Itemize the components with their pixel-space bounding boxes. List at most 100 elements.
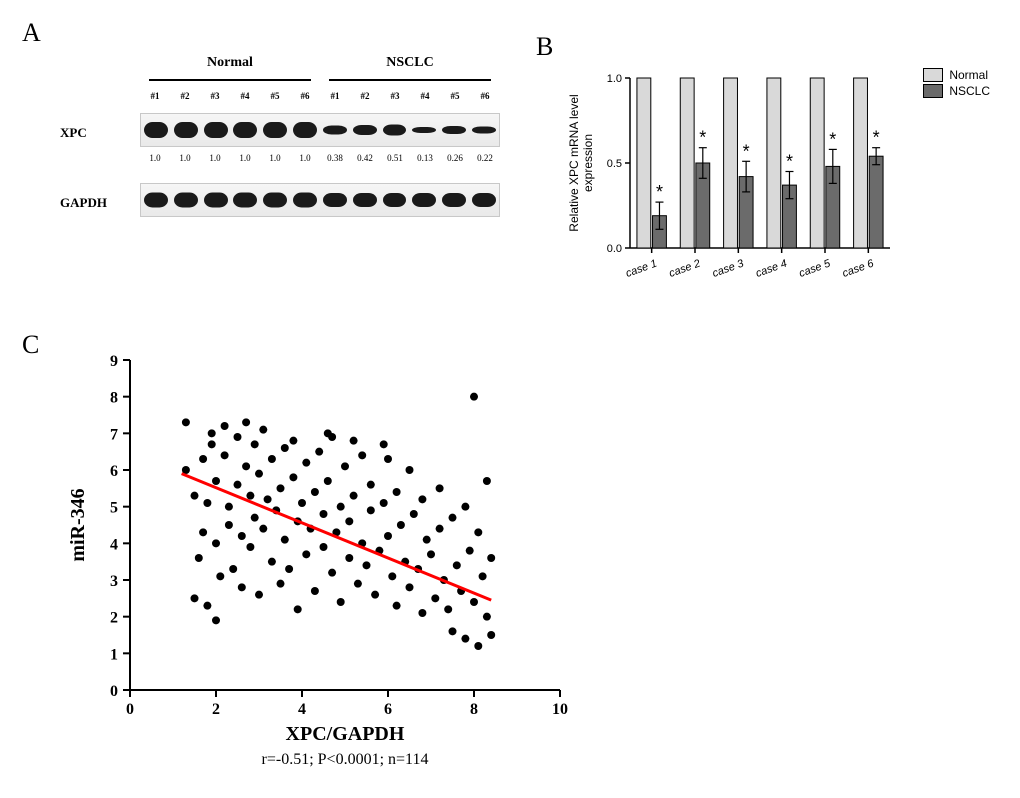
wb-lane-labels: #1#2#3#4#5#6#1#2#3#4#5#6	[140, 91, 500, 107]
svg-text:*: *	[786, 152, 793, 172]
svg-text:Relative XPC mRNA level: Relative XPC mRNA level	[567, 94, 581, 231]
svg-text:*: *	[873, 128, 880, 148]
wb-lane-label: #5	[440, 91, 470, 107]
wb-band	[144, 193, 168, 208]
svg-text:3: 3	[110, 573, 118, 590]
wb-group-normal: Normal	[140, 55, 320, 77]
wb-row-label-xpc: XPC	[60, 125, 130, 141]
svg-text:2: 2	[110, 610, 118, 627]
wb-xpc-value: 1.0	[290, 153, 320, 167]
wb-band	[412, 127, 436, 133]
legend-label-nsclc: NSCLC	[949, 84, 990, 98]
wb-xpc-value: 0.38	[320, 153, 350, 167]
legend-swatch-normal	[923, 68, 943, 82]
wb-xpc-value: 0.13	[410, 153, 440, 167]
wb-lane-label: #6	[290, 91, 320, 107]
wb-lane	[409, 114, 439, 146]
wb-lane	[320, 184, 350, 216]
wb-band	[263, 122, 287, 138]
panel-label-c: C	[22, 330, 39, 360]
svg-text:case 5: case 5	[797, 257, 832, 280]
wb-lane	[469, 114, 499, 146]
svg-text:5: 5	[110, 500, 118, 517]
wb-xpc-value: 0.26	[440, 153, 470, 167]
wb-lane	[260, 114, 290, 146]
svg-text:8: 8	[470, 701, 478, 718]
wb-band	[323, 126, 347, 135]
wb-group-rule	[149, 79, 311, 81]
figure-root: A B C Normal NSCLC #1#2#3#4#5#6#1#2#3#4#…	[0, 0, 1020, 798]
legend-item-nsclc: NSCLC	[923, 84, 990, 98]
legend-swatch-nsclc	[923, 84, 943, 98]
wb-lane	[439, 184, 469, 216]
wb-lane-label: #2	[350, 91, 380, 107]
bar-chart-legend: Normal NSCLC	[923, 68, 990, 100]
svg-text:XPC/GAPDH: XPC/GAPDH	[286, 723, 405, 745]
wb-lane	[350, 184, 380, 216]
wb-band	[233, 193, 257, 208]
wb-band	[383, 193, 407, 207]
wb-band	[383, 125, 407, 136]
panel-label-b: B	[536, 32, 553, 62]
svg-text:0: 0	[110, 683, 118, 700]
wb-xpc-value: 0.22	[470, 153, 500, 167]
wb-lane	[380, 184, 410, 216]
panel-label-a: A	[22, 18, 41, 48]
svg-text:1: 1	[110, 646, 118, 663]
wb-band	[472, 193, 496, 207]
wb-xpc-value: 0.42	[350, 153, 380, 167]
wb-group-labels: Normal NSCLC	[140, 55, 500, 77]
wb-lane	[230, 184, 260, 216]
wb-lane-label: #1	[140, 91, 170, 107]
wb-lane	[171, 114, 201, 146]
wb-band	[353, 125, 377, 135]
wb-lane	[380, 114, 410, 146]
panel-a-western-blot: Normal NSCLC #1#2#3#4#5#6#1#2#3#4#5#6 XP…	[60, 55, 510, 285]
panel-b-bar-chart: 0.00.51.0Relative XPC mRNA levelexpressi…	[560, 68, 1000, 288]
wb-lane	[141, 114, 171, 146]
wb-group-nsclc: NSCLC	[320, 55, 500, 77]
svg-text:9: 9	[110, 353, 118, 370]
wb-xpc-value: 1.0	[230, 153, 260, 167]
svg-text:case 3: case 3	[711, 257, 746, 280]
svg-text:case 4: case 4	[754, 258, 789, 280]
wb-row-label-gapdh: GAPDH	[60, 195, 130, 211]
svg-text:4: 4	[298, 701, 306, 718]
wb-lane-label: #3	[380, 91, 410, 107]
wb-band	[293, 122, 317, 138]
svg-text:6: 6	[384, 701, 392, 718]
wb-band	[442, 126, 466, 134]
wb-band	[233, 122, 257, 138]
wb-band	[472, 127, 496, 134]
wb-lane-label: #3	[200, 91, 230, 107]
svg-text:case 1: case 1	[624, 258, 659, 280]
svg-text:4: 4	[110, 536, 118, 553]
wb-lane	[320, 114, 350, 146]
wb-band	[174, 193, 198, 208]
wb-xpc-value: 1.0	[200, 153, 230, 167]
wb-band	[353, 193, 377, 207]
scatter-svg: 02468100123456789XPC/GAPDHmiR-346r=-0.51…	[60, 350, 580, 770]
svg-text:*: *	[743, 141, 750, 161]
wb-strip-xpc	[140, 113, 500, 147]
svg-text:0.0: 0.0	[607, 243, 622, 255]
panel-c-scatter: 02468100123456789XPC/GAPDHmiR-346r=-0.51…	[60, 350, 580, 770]
wb-band	[204, 193, 228, 208]
wb-xpc-values: 1.01.01.01.01.01.00.380.420.510.130.260.…	[140, 153, 500, 167]
wb-xpc-value: 1.0	[170, 153, 200, 167]
wb-lane	[290, 114, 320, 146]
svg-text:0: 0	[126, 701, 134, 718]
wb-lane	[409, 184, 439, 216]
wb-lane	[469, 184, 499, 216]
wb-xpc-value: 1.0	[260, 153, 290, 167]
svg-text:8: 8	[110, 390, 118, 407]
wb-band	[174, 122, 198, 138]
svg-text:*: *	[829, 129, 836, 149]
svg-text:*: *	[699, 128, 706, 148]
legend-item-normal: Normal	[923, 68, 990, 82]
wb-lane-label: #2	[170, 91, 200, 107]
wb-xpc-value: 1.0	[140, 153, 170, 167]
wb-lane	[201, 184, 231, 216]
wb-band	[293, 193, 317, 208]
svg-text:expression: expression	[581, 134, 595, 192]
